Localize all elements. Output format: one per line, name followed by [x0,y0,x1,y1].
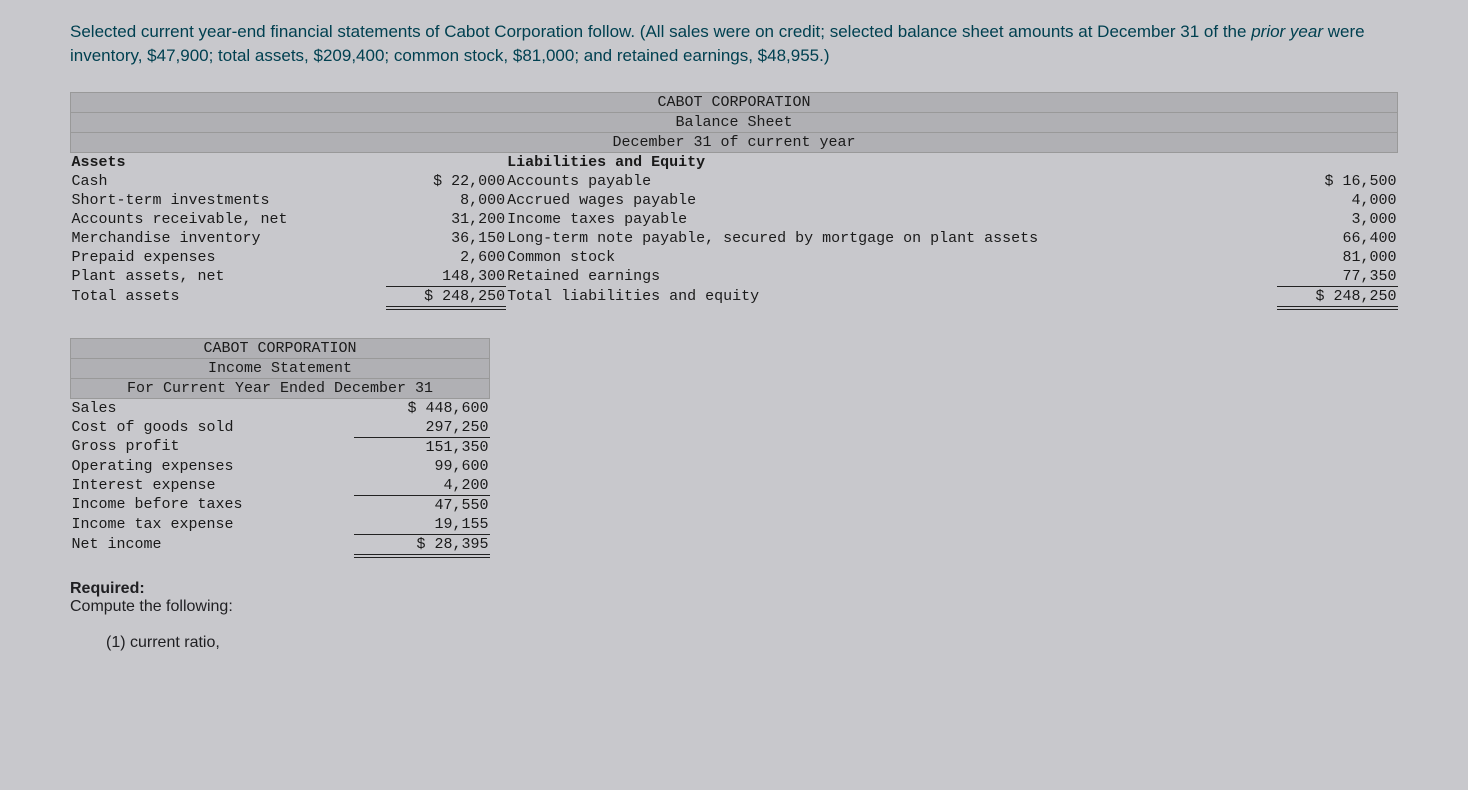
is-row-val: 151,350 [354,437,490,457]
intro-paragraph: Selected current year-end financial stat… [70,20,1398,68]
is-row-val: 99,600 [354,457,490,476]
bs-liab-val: 4,000 [1277,191,1397,210]
required-subheader: Compute the following: [70,598,1398,616]
bs-asset-val: $ 22,000 [386,172,506,191]
bs-total-liab-label: Total liabilities and equity [506,286,1277,308]
bs-title-3: December 31 of current year [71,132,1398,152]
bs-liab-val: 81,000 [1277,248,1397,267]
bs-asset-val: 36,150 [386,229,506,248]
is-title-1: CABOT CORPORATION [71,338,490,358]
is-row-val: $ 448,600 [354,398,490,418]
intro-text-em: prior year [1251,22,1323,41]
bs-asset-val: 148,300 [386,267,506,287]
bs-liab-label: Accounts payable [506,172,1277,191]
is-row-label: Income before taxes [71,495,354,515]
is-row-label: Sales [71,398,354,418]
is-row-val: 19,155 [354,515,490,535]
bs-asset-label: Plant assets, net [71,267,386,287]
bs-asset-label: Cash [71,172,386,191]
is-row-label: Gross profit [71,437,354,457]
bs-title-1: CABOT CORPORATION [71,92,1398,112]
balance-sheet-section: CABOT CORPORATION Balance Sheet December… [70,92,1398,310]
bs-asset-label: Merchandise inventory [71,229,386,248]
bs-asset-label: Prepaid expenses [71,248,386,267]
bs-liab-label: Accrued wages payable [506,191,1277,210]
is-row-label: Interest expense [71,476,354,496]
intro-text-a: Selected current year-end financial stat… [70,22,1251,41]
bs-liab-val: 66,400 [1277,229,1397,248]
required-header: Required: [70,580,1398,598]
is-netincome-val: $ 28,395 [354,534,490,556]
bs-liab-val: 3,000 [1277,210,1397,229]
is-row-label: Cost of goods sold [71,418,354,438]
is-title-2: Income Statement [71,358,490,378]
bs-total-liab-val: $ 248,250 [1277,286,1397,308]
income-statement-table: CABOT CORPORATION Income Statement For C… [70,338,490,558]
bs-liab-label: Income taxes payable [506,210,1277,229]
is-row-val: 47,550 [354,495,490,515]
bs-liab-header: Liabilities and Equity [506,152,1277,172]
is-row-val: 297,250 [354,418,490,438]
bs-asset-val: 31,200 [386,210,506,229]
bs-asset-val: 8,000 [386,191,506,210]
is-row-label: Operating expenses [71,457,354,476]
bs-liab-val: $ 16,500 [1277,172,1397,191]
bs-asset-label: Accounts receivable, net [71,210,386,229]
is-netincome-label: Net income [71,534,354,556]
required-item-1: (1) current ratio, [106,634,1398,652]
balance-sheet-table: CABOT CORPORATION Balance Sheet December… [70,92,1398,310]
bs-total-assets-label: Total assets [71,286,386,308]
bs-title-2: Balance Sheet [71,112,1398,132]
bs-liab-val: 77,350 [1277,267,1397,287]
bs-assets-header: Assets [71,152,386,172]
bs-liab-label: Common stock [506,248,1277,267]
bs-total-assets-val: $ 248,250 [386,286,506,308]
bs-asset-val: 2,600 [386,248,506,267]
bs-liab-label: Long-term note payable, secured by mortg… [506,229,1277,248]
is-row-label: Income tax expense [71,515,354,535]
is-row-val: 4,200 [354,476,490,496]
bs-asset-label: Short-term investments [71,191,386,210]
is-title-3: For Current Year Ended December 31 [71,378,490,398]
bs-liab-label: Retained earnings [506,267,1277,287]
